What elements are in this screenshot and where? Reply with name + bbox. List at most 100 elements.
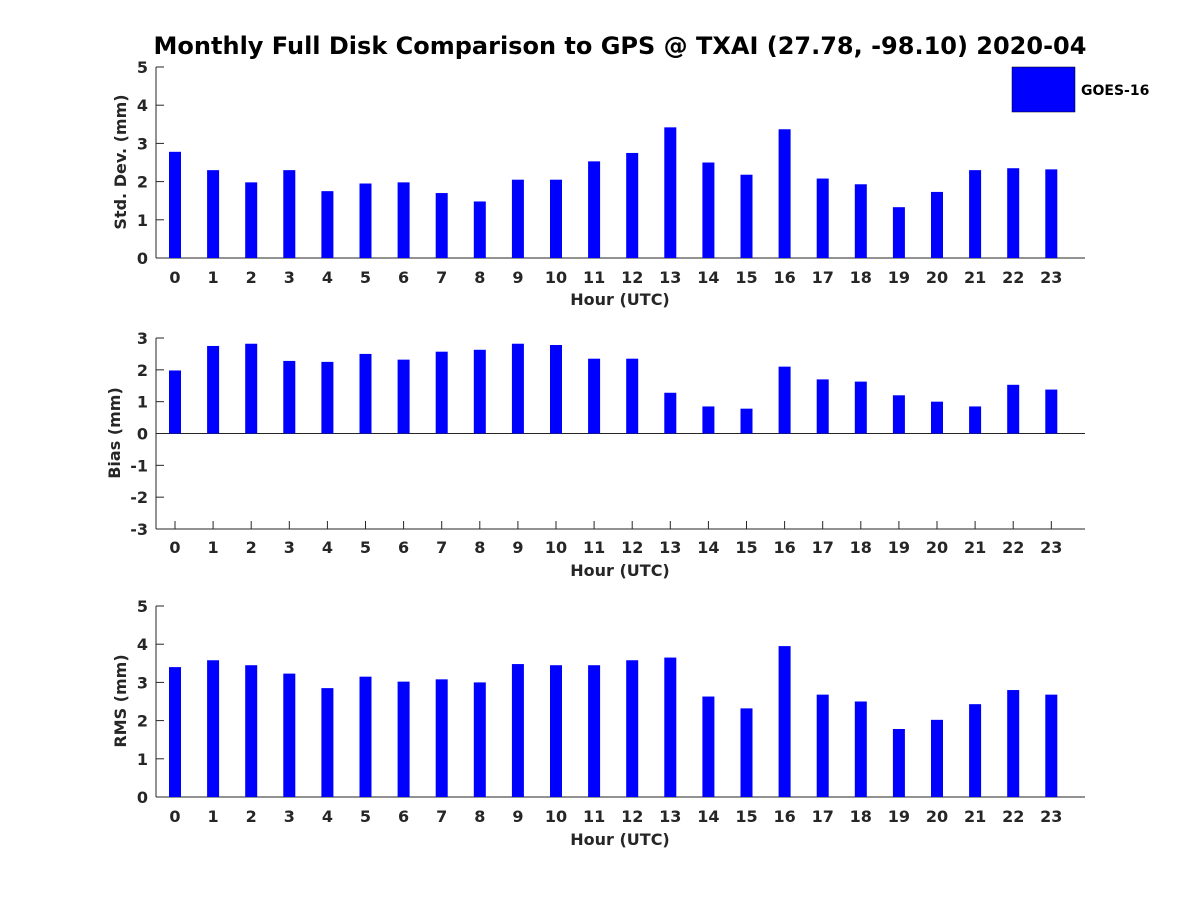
x-tick-label: 0: [169, 538, 180, 557]
y-tick-label: 2: [137, 361, 148, 380]
x-tick-label: 8: [474, 538, 485, 557]
chart-title: Monthly Full Disk Comparison to GPS @ TX…: [154, 32, 1087, 60]
bar-hour-15: [740, 408, 753, 434]
bar-hour-7: [435, 193, 448, 258]
x-tick-label: 6: [398, 538, 409, 557]
x-tick-label: 11: [583, 268, 605, 287]
bar-hour-6: [397, 681, 410, 797]
bar-hour-16: [778, 646, 791, 797]
x-tick-label: 18: [850, 538, 872, 557]
x-tick-label: 17: [812, 268, 834, 287]
x-tick-label: 4: [322, 538, 333, 557]
y-tick-label: 0: [137, 788, 148, 807]
bar-hour-13: [664, 657, 677, 797]
bar-hour-22: [1007, 384, 1020, 434]
x-tick-label: 4: [322, 807, 333, 826]
y-axis-label: Std. Dev. (mm): [111, 94, 130, 229]
x-tick-label: 23: [1040, 538, 1062, 557]
bar-hour-18: [854, 184, 867, 258]
x-tick-label: 2: [246, 807, 257, 826]
x-tick-label: 15: [735, 807, 757, 826]
bar-hour-4: [321, 191, 334, 258]
x-tick-label: 23: [1040, 268, 1062, 287]
bar-hour-11: [588, 161, 601, 258]
bar-hour-15: [740, 708, 753, 797]
y-tick-label: 5: [137, 58, 148, 77]
x-tick-label: 20: [926, 807, 948, 826]
legend: GOES-16: [1011, 66, 1149, 113]
x-tick-label: 10: [545, 268, 567, 287]
y-tick-label: -3: [130, 520, 148, 539]
bar-hour-13: [664, 392, 677, 434]
bar-hour-4: [321, 361, 334, 434]
y-tick-label: 3: [137, 329, 148, 348]
x-tick-label: 2: [246, 538, 257, 557]
x-tick-label: 2: [246, 268, 257, 287]
x-tick-label: 21: [964, 538, 986, 557]
y-tick-label: 0: [137, 425, 148, 444]
bar-hour-18: [854, 701, 867, 797]
bar-hour-12: [626, 660, 639, 797]
bar-hour-9: [511, 343, 524, 434]
x-tick-label: 12: [621, 807, 643, 826]
x-tick-label: 4: [322, 268, 333, 287]
y-tick-label: 3: [137, 134, 148, 153]
bar-hour-5: [359, 353, 372, 434]
y-tick-label: 1: [137, 393, 148, 412]
bar-hour-19: [892, 207, 905, 258]
x-tick-label: 18: [850, 807, 872, 826]
bar-hour-19: [892, 395, 905, 434]
bar-hour-23: [1045, 389, 1058, 434]
x-tick-label: 22: [1002, 538, 1024, 557]
y-tick-label: 4: [137, 635, 148, 654]
x-tick-label: 3: [284, 807, 295, 826]
x-tick-label: 9: [512, 268, 523, 287]
x-tick-label: 13: [659, 538, 681, 557]
bar-hour-8: [473, 682, 486, 797]
x-tick-label: 19: [888, 538, 910, 557]
x-tick-label: 14: [697, 807, 719, 826]
x-tick-label: 14: [697, 268, 719, 287]
x-tick-label: 22: [1002, 807, 1024, 826]
bar-hour-22: [1007, 690, 1020, 797]
x-tick-label: 19: [888, 268, 910, 287]
bar-hour-1: [207, 660, 220, 797]
x-tick-label: 16: [773, 807, 795, 826]
bar-hour-17: [816, 694, 829, 797]
x-tick-label: 13: [659, 268, 681, 287]
x-tick-label: 16: [773, 538, 795, 557]
x-tick-label: 17: [812, 538, 834, 557]
bar-hour-0: [169, 151, 181, 258]
bar-hour-21: [969, 704, 982, 797]
bar-hour-10: [550, 179, 562, 258]
bar-hour-1: [207, 345, 220, 434]
bar-hour-9: [511, 179, 524, 258]
x-tick-label: 12: [621, 268, 643, 287]
x-tick-label: 6: [398, 807, 409, 826]
x-tick-label: 3: [284, 268, 295, 287]
bar-hour-11: [588, 665, 601, 797]
x-tick-label: 16: [773, 268, 795, 287]
x-tick-label: 5: [360, 268, 371, 287]
bar-hour-2: [245, 343, 258, 434]
bar-hour-0: [169, 370, 181, 434]
bar-hour-19: [892, 729, 905, 797]
x-tick-label: 21: [964, 807, 986, 826]
bar-hour-2: [245, 665, 258, 797]
bar-hour-3: [283, 673, 296, 797]
y-tick-label: 1: [137, 750, 148, 769]
bar-hour-10: [550, 345, 562, 434]
y-tick-label: 5: [137, 597, 148, 616]
bar-hour-17: [816, 379, 829, 434]
bar-hour-14: [702, 696, 715, 797]
x-tick-label: 1: [208, 268, 219, 287]
x-axis-label: Hour (UTC): [570, 561, 670, 580]
x-tick-label: 12: [621, 538, 643, 557]
y-tick-label: 4: [137, 96, 148, 115]
bar-hour-12: [626, 152, 639, 258]
bar-hour-3: [283, 170, 296, 258]
x-tick-label: 8: [474, 807, 485, 826]
x-axis-label: Hour (UTC): [570, 830, 670, 849]
